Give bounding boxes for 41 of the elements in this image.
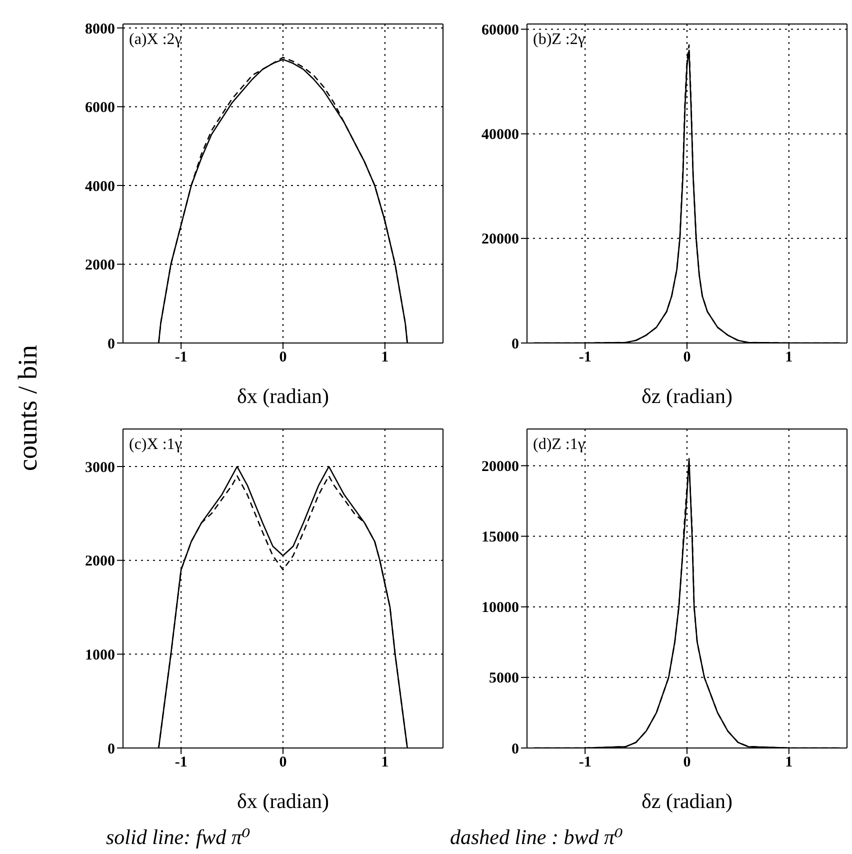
x-axis-title: δx (radian) <box>236 789 330 813</box>
annotation: (d)Z :1γ <box>533 436 585 454</box>
x-tick-label: 1 <box>785 754 793 771</box>
y-tick-label: 0 <box>512 336 519 352</box>
y-tick-label: 4000 <box>85 178 115 195</box>
y-tick-label: 3000 <box>85 460 115 476</box>
y-tick-label: 0 <box>108 741 115 758</box>
y-tick-label: 1000 <box>85 648 115 664</box>
x-tick-label: 0 <box>683 350 691 366</box>
y-tick-label: 10000 <box>482 600 519 616</box>
y-tick-label: 40000 <box>482 127 519 144</box>
y-tick-label: 15000 <box>482 530 519 546</box>
annotation: (a)X :2γ <box>129 31 182 49</box>
x-axis-title: δx (radian) <box>236 384 330 408</box>
text: dashed line : bwd π⁰ <box>450 825 623 850</box>
x-tick-label: -1 <box>578 754 592 771</box>
y-tick-label: 2000 <box>85 258 115 274</box>
x-tick-label: 0 <box>279 754 287 771</box>
annotation: (b)Z :2γ <box>533 31 585 49</box>
x-tick-label: -1 <box>578 350 592 366</box>
y-tick-label: 5000 <box>489 670 519 687</box>
x-axis-title: δz (radian) <box>642 384 732 408</box>
x-tick-label: -1 <box>174 350 188 366</box>
y-tick-label: 0 <box>108 336 115 352</box>
x-tick-label: 1 <box>785 350 793 366</box>
x-tick-label: 0 <box>683 754 691 771</box>
y-tick-label: 2000 <box>85 554 115 570</box>
text: solid line: fwd π⁰ <box>106 825 250 850</box>
y-tick-label: 20000 <box>482 459 519 476</box>
x-axis-title: δz (radian) <box>642 789 732 813</box>
x-tick-label: 1 <box>381 754 389 771</box>
annotation: (c)X :1γ <box>129 436 182 454</box>
x-tick-label: -1 <box>174 754 188 771</box>
x-tick-label: 0 <box>279 350 287 366</box>
y-tick-label: 8000 <box>85 21 115 38</box>
y-axis-title: counts / bin <box>12 345 44 471</box>
y-tick-label: 20000 <box>482 232 519 248</box>
y-tick-label: 6000 <box>85 100 115 116</box>
x-tick-label: 1 <box>381 350 389 366</box>
y-tick-label: 60000 <box>482 22 519 39</box>
y-tick-label: 0 <box>512 741 519 758</box>
